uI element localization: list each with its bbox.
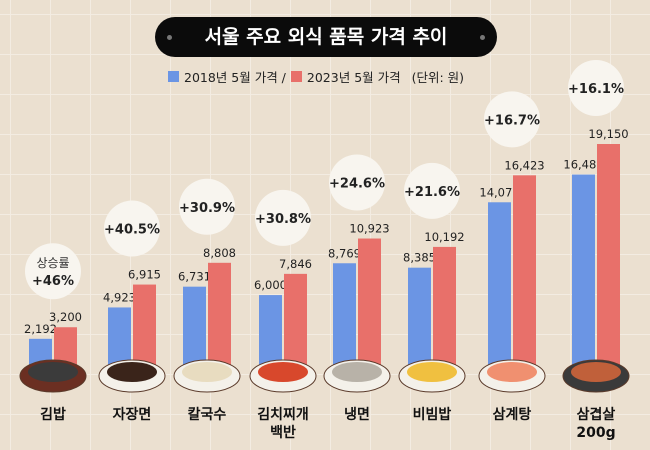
bar-2023: [433, 246, 456, 370]
bar-2018: [572, 174, 595, 370]
chart-title: 서울 주요 외식 품목 가격 추이: [155, 17, 497, 57]
bar-2023: [54, 327, 77, 370]
growth-bubble: [404, 162, 460, 219]
growth-label: +30.8%: [255, 212, 311, 227]
value-label: 14,077: [479, 185, 519, 199]
category-label: 김밥: [40, 406, 66, 423]
value-label: 6,731: [178, 270, 211, 284]
category-label: 백반: [270, 424, 296, 441]
category-label: 비빔밥: [413, 406, 452, 423]
bar-2023: [513, 175, 536, 370]
category-label: 칼국수: [188, 407, 227, 423]
value-label: 16,489: [563, 158, 603, 172]
food-icon: [571, 362, 621, 382]
value-label: 16,423: [504, 158, 544, 172]
value-label: 2,192: [24, 322, 57, 336]
legend-unit: (단위: 원): [411, 70, 465, 85]
growth-label: +16.7%: [484, 113, 540, 128]
growth-label: +40.5%: [104, 223, 160, 238]
legend-label-2023: 2023년 5월 가격: [306, 70, 401, 85]
title-text: 서울 주요 외식 품목 가격 추이: [204, 26, 448, 48]
category-label: 삼겹살: [577, 406, 616, 423]
growth-bubble: [25, 243, 81, 300]
value-label: 8,808: [203, 246, 236, 260]
value-label: 19,150: [588, 127, 628, 141]
growth-bubble: [568, 60, 624, 116]
category-label: 냉면: [344, 406, 370, 423]
growth-bubble: [179, 178, 235, 235]
food-icon: [107, 362, 157, 382]
bar-2023: [358, 238, 381, 370]
growth-label: +21.6%: [404, 185, 460, 200]
bar-2023: [133, 284, 156, 370]
bar-2023: [284, 273, 307, 370]
category-label: 자장면: [113, 406, 152, 423]
growth-heading: 상승률: [36, 256, 69, 270]
food-icon: [332, 362, 382, 382]
food-icon: [487, 362, 537, 382]
food-icon: [182, 362, 232, 382]
growth-label: +30.9%: [179, 201, 235, 216]
growth-bubble: [255, 189, 311, 246]
bar-2018: [408, 267, 431, 370]
bar-2018: [488, 202, 511, 370]
category-label: 김치찌개: [257, 406, 309, 423]
decor-dot: [167, 35, 172, 40]
value-label: 8,769: [328, 246, 361, 260]
value-label: 10,192: [424, 230, 464, 244]
value-label: 8,385: [403, 251, 436, 265]
value-label: 7,846: [279, 257, 312, 271]
bar-2018: [183, 286, 206, 370]
value-label: 10,923: [349, 222, 389, 236]
legend-label-2018: 2018년 5월 가격 /: [184, 70, 286, 85]
category-label: 200g: [576, 425, 615, 441]
bar-2018: [259, 295, 282, 370]
legend-swatch-2023: [290, 71, 302, 82]
growth-bubble: [104, 200, 160, 257]
value-label: 4,923: [103, 290, 136, 304]
value-label: 3,200: [49, 310, 82, 324]
growth-label: +16.1%: [568, 82, 624, 97]
bar-2018: [108, 307, 131, 370]
bar-2023: [597, 144, 620, 370]
growth-bubble: [329, 154, 385, 211]
value-label: 6,915: [128, 268, 161, 282]
growth-label: +46%: [32, 274, 74, 289]
value-label: 6,000: [254, 278, 287, 292]
growth-label: +24.6%: [329, 177, 385, 192]
growth-bubble: [484, 91, 540, 148]
legend: 2018년 5월 가격 / 2023년 5월 가격 (단위: 원): [168, 67, 464, 86]
bar-2018: [333, 263, 356, 370]
decor-dot: [480, 35, 485, 40]
food-icon: [28, 362, 78, 382]
legend-swatch-2018: [168, 71, 179, 82]
bar-2023: [208, 262, 231, 370]
food-icon: [258, 362, 308, 382]
category-label: 삼계탕: [493, 406, 532, 423]
food-icon: [407, 362, 457, 382]
